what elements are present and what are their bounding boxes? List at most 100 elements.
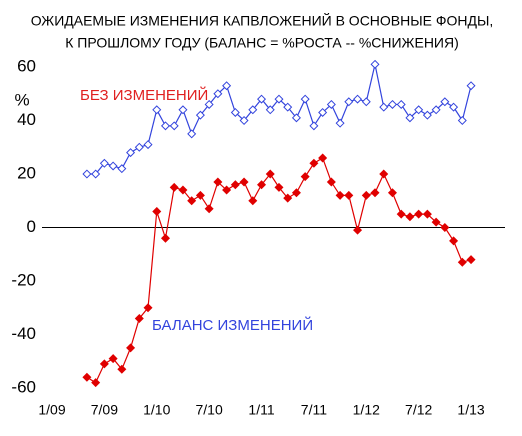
y-tick-label: -60 xyxy=(11,377,36,396)
data-point xyxy=(265,169,275,179)
data-point xyxy=(379,102,389,112)
data-point xyxy=(431,105,441,115)
data-point xyxy=(466,255,476,265)
data-point xyxy=(91,169,101,179)
data-point xyxy=(169,121,179,131)
data-point xyxy=(126,343,136,353)
data-point xyxy=(309,121,319,131)
data-point xyxy=(449,236,459,246)
data-point xyxy=(178,105,188,115)
data-point xyxy=(82,372,92,382)
y-tick-label: -40 xyxy=(11,324,36,343)
data-point xyxy=(300,94,310,104)
data-point xyxy=(117,164,127,174)
data-point xyxy=(283,193,293,203)
data-point xyxy=(353,225,363,235)
data-point xyxy=(143,140,153,150)
x-tick-label: 7/12 xyxy=(405,402,432,418)
x-tick-label: 7/10 xyxy=(196,402,223,418)
data-point xyxy=(422,110,432,120)
data-point xyxy=(134,313,144,323)
data-point xyxy=(169,182,179,192)
y-axis-label: % xyxy=(14,90,29,109)
data-point xyxy=(195,110,205,120)
data-point xyxy=(457,257,467,267)
data-point xyxy=(387,99,397,109)
data-point xyxy=(318,153,328,163)
x-tick-label: 1/10 xyxy=(143,402,170,418)
series-label: БАЛАНС ИЗМЕНЕНИЙ xyxy=(152,316,313,334)
data-point xyxy=(187,129,197,139)
chart-title: К ПРОШЛОМУ ГОДУ (БАЛАНС = %РОСТА -- %СНИ… xyxy=(65,35,459,51)
data-point xyxy=(248,105,258,115)
x-tick-label: 7/11 xyxy=(301,402,327,418)
data-point xyxy=(160,121,170,131)
data-point xyxy=(91,378,101,388)
chart-title: ОЖИДАЕМЫЕ ИЗМЕНЕНИЯ КАПВЛОЖЕНИЙ В ОСНОВН… xyxy=(31,12,494,29)
data-point xyxy=(283,102,293,112)
data-point xyxy=(396,99,406,109)
data-point xyxy=(318,107,328,117)
data-point xyxy=(160,233,170,243)
data-point xyxy=(99,158,109,168)
data-point xyxy=(466,81,476,91)
data-point xyxy=(370,188,380,198)
data-point xyxy=(99,359,109,369)
data-point xyxy=(178,185,188,195)
y-tick-label: 60 xyxy=(17,56,36,75)
data-point xyxy=(82,169,92,179)
data-point xyxy=(274,94,284,104)
data-point xyxy=(265,105,275,115)
data-point xyxy=(326,177,336,187)
data-point xyxy=(239,115,249,126)
data-point xyxy=(117,364,127,374)
data-point xyxy=(449,102,459,112)
data-point xyxy=(222,185,232,195)
data-point xyxy=(134,142,144,152)
data-point xyxy=(257,180,267,190)
data-point xyxy=(213,89,223,99)
data-point xyxy=(457,115,467,126)
data-point xyxy=(230,107,240,117)
data-point xyxy=(414,105,424,115)
data-point xyxy=(195,190,205,200)
data-point xyxy=(387,188,397,198)
data-point xyxy=(344,190,354,200)
data-point xyxy=(300,172,310,182)
data-point xyxy=(361,190,371,200)
data-point xyxy=(440,222,450,233)
data-point xyxy=(396,209,406,219)
data-point xyxy=(257,94,267,104)
series-label: БЕЗ ИЗМЕНЕНИЙ xyxy=(80,86,208,104)
data-point xyxy=(152,206,162,216)
data-point xyxy=(309,158,319,168)
y-tick-label: -20 xyxy=(11,270,36,289)
data-point xyxy=(126,148,136,158)
data-point xyxy=(405,113,415,123)
data-point xyxy=(108,161,118,171)
data-point xyxy=(414,209,424,219)
x-tick-label: 1/12 xyxy=(353,402,380,418)
x-tick-label: 1/11 xyxy=(248,402,274,418)
data-point xyxy=(335,118,345,128)
data-point xyxy=(353,94,363,104)
y-tick-label: 20 xyxy=(17,163,36,182)
data-point xyxy=(152,105,162,115)
data-point xyxy=(222,81,232,91)
data-point xyxy=(213,177,223,187)
data-point xyxy=(204,99,214,109)
data-point xyxy=(431,217,441,227)
data-point xyxy=(344,97,354,107)
data-point xyxy=(379,169,389,179)
x-tick-label: 7/09 xyxy=(91,402,118,418)
y-tick-label: 40 xyxy=(17,110,36,129)
data-point xyxy=(239,177,249,187)
data-point xyxy=(291,113,301,123)
data-point xyxy=(187,196,197,206)
data-point xyxy=(291,188,301,198)
data-point xyxy=(361,97,371,107)
data-point xyxy=(230,180,240,190)
x-tick-label: 1/09 xyxy=(38,402,65,418)
series-line xyxy=(86,64,472,175)
